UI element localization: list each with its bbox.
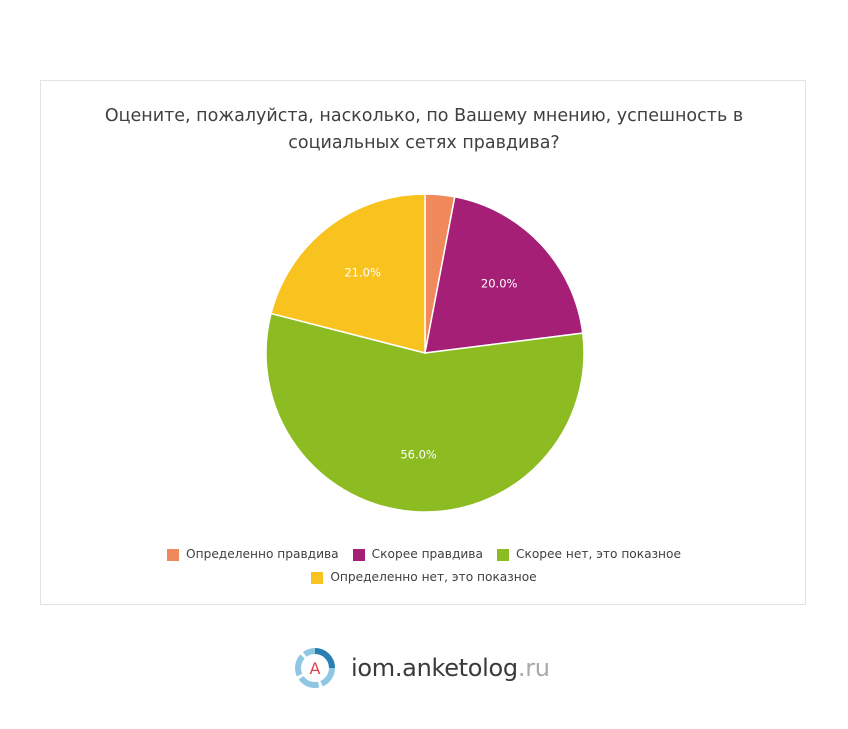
legend-item-definitely-true[interactable]: Определенно правдива: [167, 543, 339, 566]
pie-slices: [265, 193, 585, 513]
chart-legend: Определенно правдива Скорее правдива Ско…: [41, 543, 807, 589]
logo-brand: iom.anketolog: [351, 654, 518, 682]
legend-row-1: Определенно правдива Скорее правдива Ско…: [41, 543, 807, 566]
legend-swatch: [496, 548, 509, 561]
anketolog-logo[interactable]: A iom.anketolog.ru: [293, 646, 550, 690]
legend-swatch: [311, 571, 324, 584]
legend-item-rather-true[interactable]: Скорее правдива: [352, 543, 483, 566]
pie-slice-label: 21.0%: [344, 266, 381, 280]
legend-item-rather-fake[interactable]: Скорее нет, это показное: [496, 543, 681, 566]
chart-title-line-2: социальных сетях правдива?: [288, 133, 560, 153]
logo-ring-icon: A: [295, 648, 335, 688]
logo-tld: .ru: [517, 654, 550, 682]
svg-text:A: A: [310, 659, 321, 678]
pie-slice-label: 20.0%: [481, 276, 518, 290]
legend-label: Скорее правдива: [371, 547, 483, 561]
pie-slice-label: 56.0%: [400, 448, 437, 462]
pie-slice-2[interactable]: [265, 312, 585, 513]
legend-swatch: [167, 548, 180, 561]
legend-swatch: [352, 548, 365, 561]
logo-text: iom.anketolog.ru: [351, 654, 550, 682]
legend-label: Скорее нет, это показное: [515, 547, 681, 561]
pie-labels: 20.0% 56.0% 21.0%: [344, 266, 517, 462]
chart-card: Оцените, пожалуйста, насколько, по Вашем…: [40, 80, 806, 605]
legend-label: Определенно правдива: [186, 547, 339, 561]
chart-title: Оцените, пожалуйста, насколько, по Вашем…: [41, 103, 807, 157]
chart-title-line-1: Оцените, пожалуйста, насколько, по Вашем…: [104, 106, 744, 126]
pie-slice-1[interactable]: [424, 195, 584, 354]
pie-chart: 20.0% 56.0% 21.0%: [265, 193, 585, 513]
pie-slice-3[interactable]: [270, 193, 426, 354]
legend-row-2: Определенно нет, это показное: [41, 566, 807, 589]
legend-item-definitely-fake[interactable]: Определенно нет, это показное: [311, 566, 537, 589]
legend-label: Определенно нет, это показное: [330, 570, 537, 584]
